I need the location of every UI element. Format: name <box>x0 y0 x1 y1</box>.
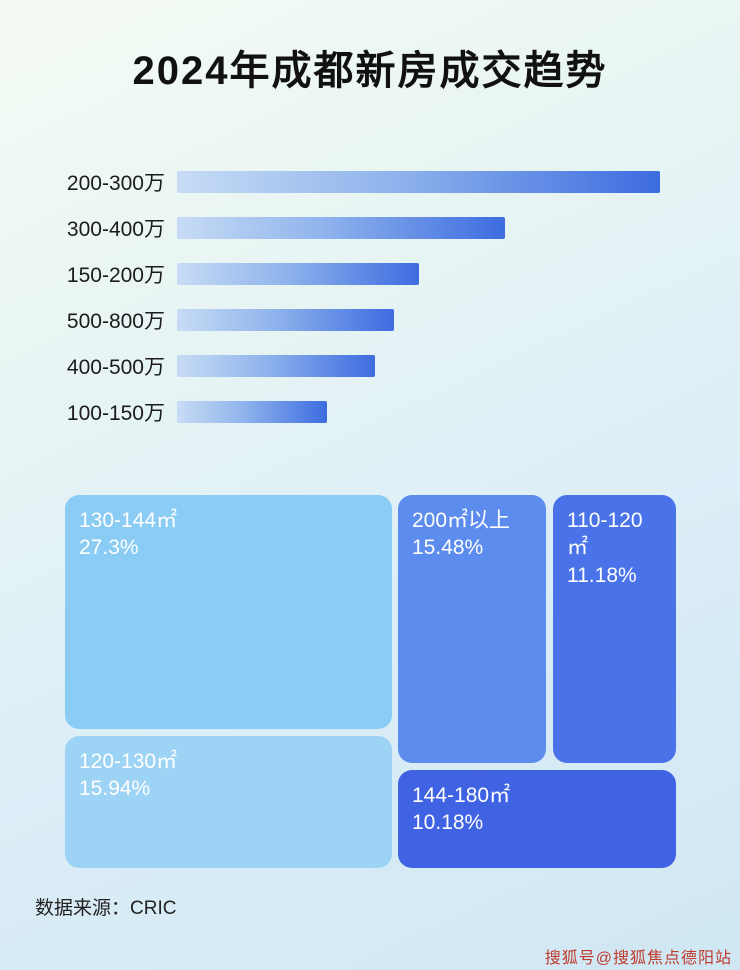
bar <box>177 171 660 193</box>
watermark-label: 搜狐号@搜狐焦点德阳站 <box>544 950 732 967</box>
treemap-block-label: 120-130㎡ <box>79 750 178 773</box>
treemap-block: 110-120㎡ 11.18% <box>553 495 676 763</box>
treemap-block-label: 144-180㎡ <box>412 784 511 807</box>
treemap-block-label: 130-144㎡ <box>79 509 178 532</box>
treemap-block: 144-180㎡ 10.18% <box>398 770 676 868</box>
bar-row: 200-300万 <box>25 171 740 195</box>
treemap-block-value: 10.18% <box>412 811 484 835</box>
bar <box>177 309 394 331</box>
treemap-block-value: 15.48% <box>412 536 484 560</box>
treemap-block: 200㎡以上 15.48% <box>398 495 546 763</box>
bar-label: 150-200万 <box>66 264 165 287</box>
bar <box>177 217 505 239</box>
bar-row: 500-800万 <box>25 309 740 333</box>
treemap-block-value: 11.18% <box>567 563 637 587</box>
page-title: 2024年成都新房成交趋势 <box>132 49 608 93</box>
treemap-block: 130-144㎡ 27.3% <box>65 495 392 729</box>
bar-row: 400-500万 <box>25 355 740 379</box>
bar-row: 150-200万 <box>25 263 740 287</box>
bar-label: 100-150万 <box>66 402 165 425</box>
data-source-label: 数据来源：CRIC <box>35 898 177 919</box>
treemap-block-value: 15.94% <box>79 777 151 801</box>
bar-label: 300-400万 <box>66 218 165 241</box>
treemap-block-value: 27.3% <box>79 536 139 560</box>
bar-row: 300-400万 <box>25 217 740 241</box>
area-share-treemap: 130-144㎡ 27.3% 120-130㎡ 15.94% 200㎡以上 15… <box>65 495 676 868</box>
treemap-block-label: 110-120㎡ <box>567 509 643 560</box>
bar-label: 400-500万 <box>66 356 165 379</box>
bar <box>177 355 375 377</box>
treemap-block-label: 200㎡以上 <box>412 509 511 532</box>
treemap-block: 120-130㎡ 15.94% <box>65 736 392 868</box>
bar-row: 100-150万 <box>25 401 740 425</box>
price-range-bar-chart: 200-300万 300-400万 150-200万 500-800万 400-… <box>0 171 740 425</box>
bar-label: 200-300万 <box>66 172 165 195</box>
bar <box>177 263 419 285</box>
bar <box>177 401 327 423</box>
bar-label: 500-800万 <box>66 310 165 333</box>
